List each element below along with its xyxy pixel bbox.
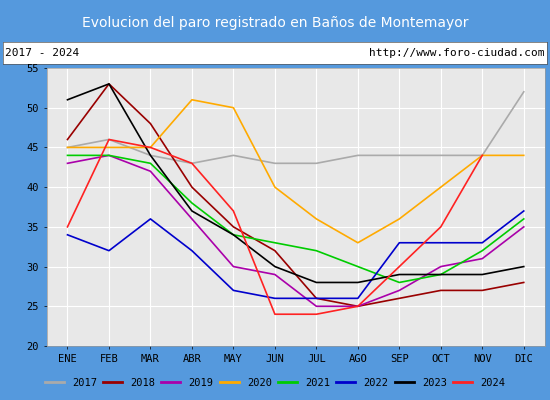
- Text: 2017 - 2024: 2017 - 2024: [6, 48, 80, 58]
- Text: http://www.foro-ciudad.com: http://www.foro-ciudad.com: [369, 48, 544, 58]
- Text: Evolucion del paro registrado en Baños de Montemayor: Evolucion del paro registrado en Baños d…: [82, 16, 468, 30]
- Legend: 2017, 2018, 2019, 2020, 2021, 2022, 2023, 2024: 2017, 2018, 2019, 2020, 2021, 2022, 2023…: [41, 374, 509, 392]
